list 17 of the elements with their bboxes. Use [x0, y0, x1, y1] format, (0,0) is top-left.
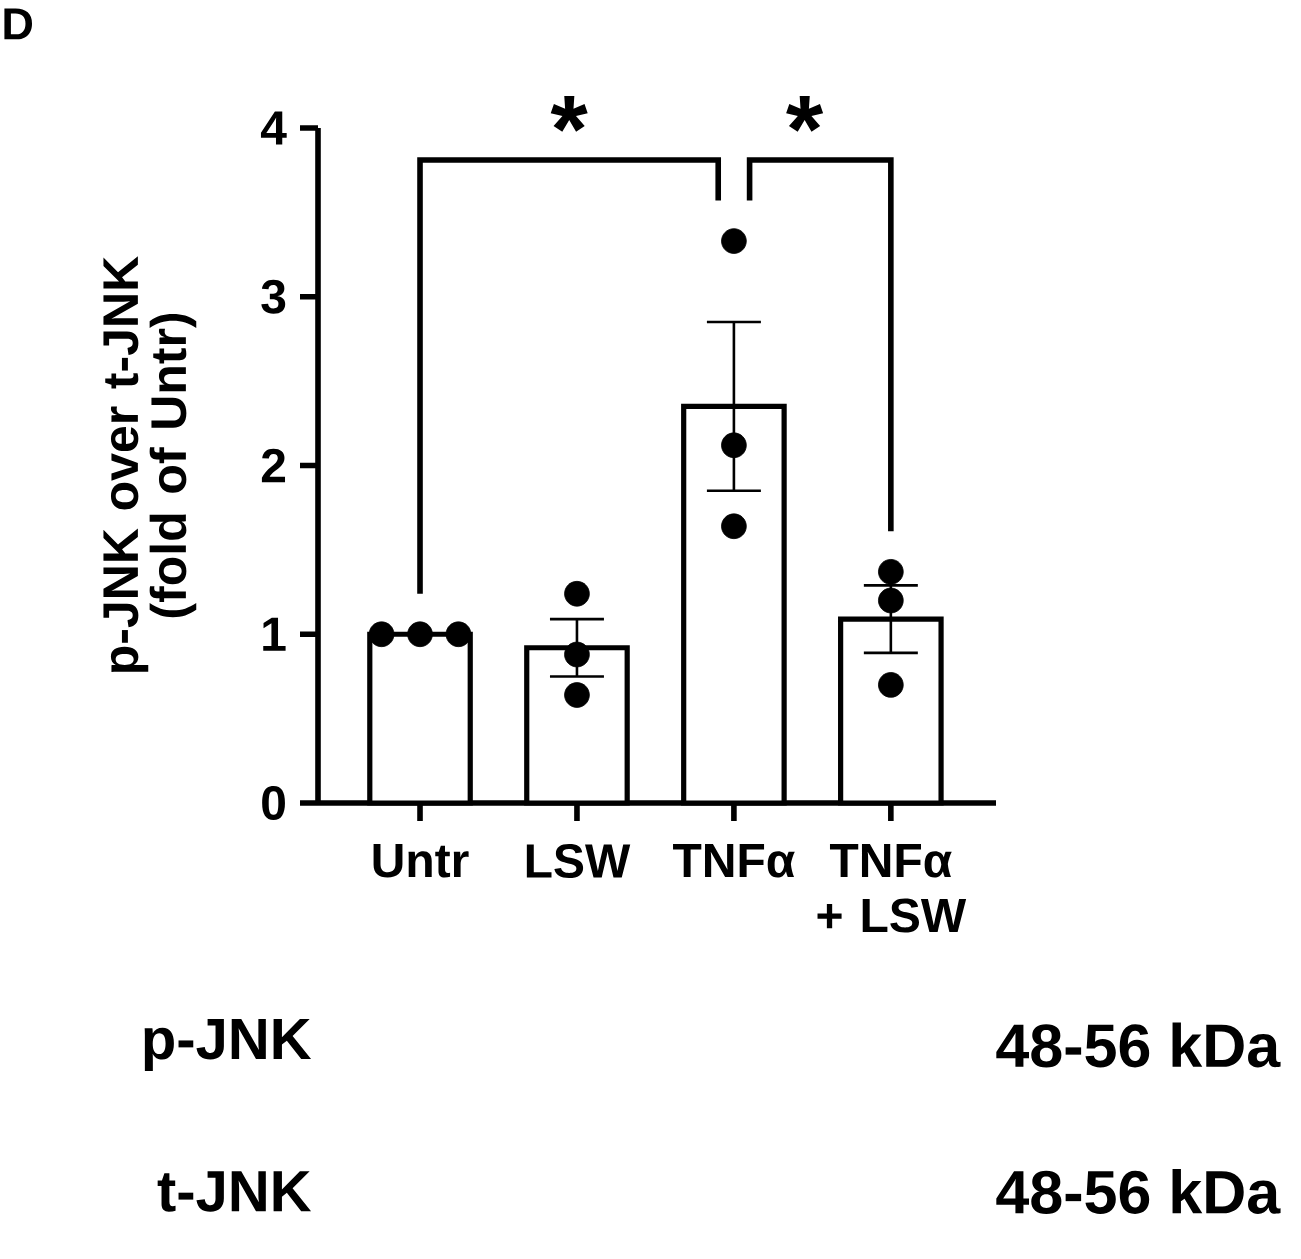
x-tick-label: LSW	[526, 844, 631, 879]
text: 48-56 kDa	[996, 1022, 1281, 1068]
y-tick-label: 2	[261, 448, 286, 483]
text: 48-56 kDa	[996, 1169, 1281, 1214]
text: p-JNK	[144, 1019, 312, 1071]
annotation: *	[550, 96, 588, 132]
y-tick-label: 1	[263, 617, 286, 651]
x-tick-label: TNFα + LSW	[817, 844, 967, 933]
annotation: *	[786, 96, 824, 132]
text: t-JNK	[157, 1171, 312, 1212]
y-tick-label: 3	[261, 279, 286, 314]
x-tick-label: TNFα	[673, 844, 795, 878]
y-tick-label: 4	[260, 111, 287, 145]
x-tick-label: Untr	[373, 844, 469, 878]
y-axis-title: p-JNK over t-JNK (fold of Untr)	[103, 256, 197, 672]
y-tick-label: 0	[262, 786, 285, 821]
chart-title: D	[4, 8, 33, 40]
